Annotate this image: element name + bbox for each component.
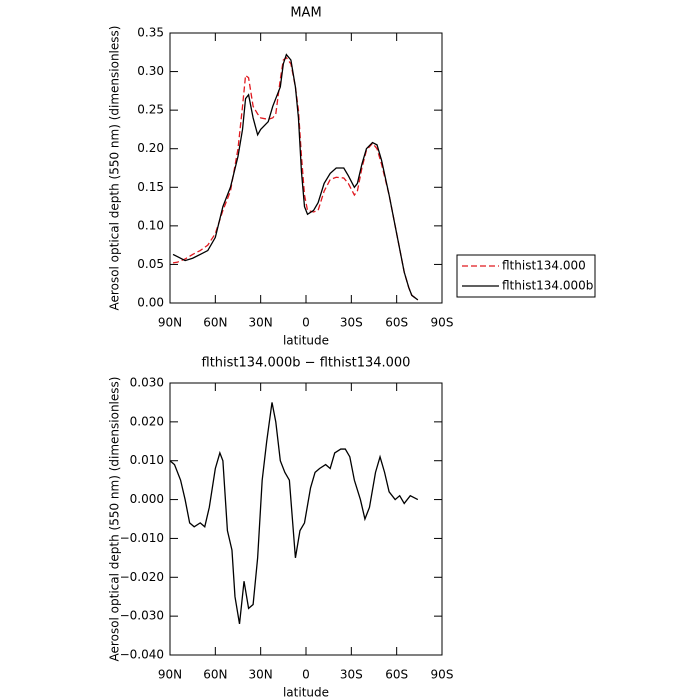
- x-tick-label: 90S: [431, 668, 454, 682]
- y-axis-label: Aerosol optical depth (550 nm) (dimensio…: [108, 26, 122, 311]
- chart-title: flthist134.000b − flthist134.000: [202, 356, 411, 371]
- y-tick-label: 0.020: [130, 414, 164, 428]
- y-tick-label: −0.020: [120, 570, 164, 584]
- y-tick-label: 0.030: [130, 376, 164, 390]
- x-tick-label: 60S: [385, 316, 408, 330]
- y-tick-label: 0.010: [130, 453, 164, 467]
- y-tick-label: −0.030: [120, 609, 164, 623]
- data-line: [169, 402, 419, 625]
- legend-box: [456, 254, 596, 298]
- x-tick-label: 30N: [249, 316, 273, 330]
- x-tick-label: 90N: [158, 668, 182, 682]
- x-tick-label: 60S: [385, 668, 408, 682]
- x-tick-label: 60N: [203, 668, 227, 682]
- y-axis-label: Aerosol optical depth (550 nm) (dimensio…: [108, 377, 122, 662]
- chart-title: MAM: [290, 6, 321, 21]
- y-tick-label: 0.20: [137, 141, 164, 155]
- x-axis-label: latitude: [283, 686, 329, 700]
- data-line: [172, 53, 419, 301]
- legend-label: flthist134.000: [502, 259, 586, 273]
- x-axis-label: latitude: [283, 334, 329, 348]
- y-tick-label: 0.15: [137, 180, 164, 194]
- y-tick-label: −0.040: [120, 648, 164, 662]
- y-tick-label: 0.25: [137, 103, 164, 117]
- x-tick-label: 30S: [340, 316, 363, 330]
- y-tick-label: 0.000: [130, 492, 164, 506]
- data-line: [172, 56, 419, 301]
- y-tick-label: 0.05: [137, 257, 164, 271]
- x-tick-label: 60N: [203, 316, 227, 330]
- y-tick-label: −0.010: [120, 531, 164, 545]
- plot-frame: [169, 382, 443, 656]
- x-tick-label: 90N: [158, 316, 182, 330]
- plot-frame: [169, 32, 443, 304]
- x-tick-label: 0: [302, 668, 310, 682]
- y-tick-label: 0.30: [137, 64, 164, 78]
- x-tick-label: 90S: [431, 316, 454, 330]
- y-tick-label: 0.35: [137, 26, 164, 40]
- y-tick-label: 0.10: [137, 218, 164, 232]
- x-tick-label: 30S: [340, 668, 363, 682]
- x-tick-label: 0: [302, 316, 310, 330]
- x-tick-label: 30N: [249, 668, 273, 682]
- legend-label: flthist134.000b: [502, 279, 593, 293]
- y-tick-label: 0.00: [137, 296, 164, 310]
